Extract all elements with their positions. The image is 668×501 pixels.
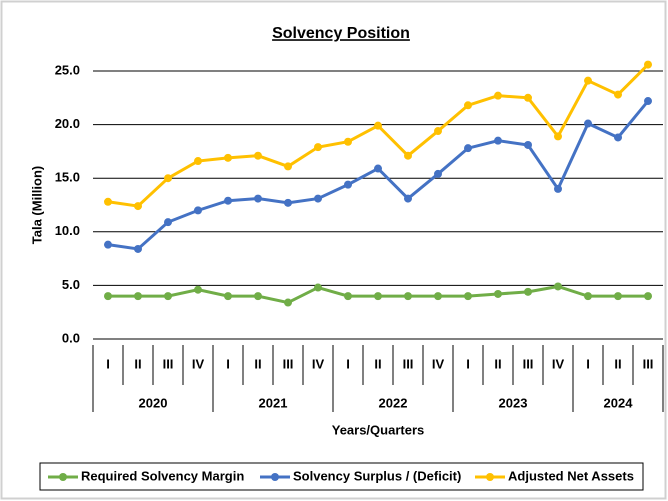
x-tick-label: I [346, 356, 350, 371]
legend-box [39, 462, 644, 491]
data-point [254, 194, 262, 203]
data-point [134, 202, 142, 211]
data-point [494, 136, 502, 145]
data-point [614, 90, 622, 99]
data-point [194, 206, 202, 215]
x-tick-label: I [586, 356, 590, 371]
data-point [644, 97, 652, 106]
x-tick-label: IV [192, 356, 205, 371]
x-tick-label: IV [312, 356, 325, 371]
x-tick-label: II [134, 356, 141, 371]
data-point [374, 164, 382, 173]
data-point [584, 292, 592, 301]
data-point [314, 283, 322, 292]
x-tick-label: II [614, 356, 621, 371]
y-tick-label: 15.0 [55, 170, 80, 185]
legend-label: Required Solvency Margin [81, 468, 244, 483]
data-point [554, 282, 562, 291]
data-point [164, 174, 172, 183]
data-point [584, 119, 592, 128]
data-point [494, 289, 502, 298]
x-tick-label: III [643, 356, 654, 371]
data-point [614, 133, 622, 142]
legend-marker [271, 473, 279, 481]
data-point [464, 292, 472, 301]
data-point [404, 194, 412, 203]
y-tick-label: 20.0 [55, 116, 80, 131]
x-tick-label: I [226, 356, 230, 371]
x-tick-label: II [494, 356, 501, 371]
data-point [374, 292, 382, 301]
data-point [434, 127, 442, 136]
data-point [374, 121, 382, 130]
data-point [164, 292, 172, 301]
data-point [614, 292, 622, 301]
data-point [254, 292, 262, 301]
data-point [404, 151, 412, 160]
chart-title: Solvency Position [272, 25, 410, 42]
year-label: 2020 [139, 395, 168, 410]
data-point [194, 157, 202, 166]
x-tick-label: IV [552, 356, 565, 371]
legend-marker [59, 473, 67, 481]
x-tick-label: II [374, 356, 381, 371]
data-point [404, 292, 412, 301]
year-label: 2022 [379, 395, 408, 410]
x-tick-label: III [163, 356, 174, 371]
year-label: 2024 [604, 395, 634, 410]
data-point [554, 184, 562, 193]
year-label: 2023 [499, 395, 528, 410]
x-tick-label: III [283, 356, 294, 371]
data-point [224, 196, 232, 205]
data-point [224, 153, 232, 162]
x-tick-label: III [523, 356, 534, 371]
data-point [644, 60, 652, 69]
data-point [194, 285, 202, 294]
data-point [284, 298, 292, 307]
x-tick-label: I [106, 356, 110, 371]
x-tick-label: III [403, 356, 414, 371]
y-tick-label: 0.0 [62, 330, 80, 345]
data-point [284, 198, 292, 207]
data-point [314, 143, 322, 152]
year-label: 2021 [259, 395, 288, 410]
data-point [104, 292, 112, 301]
x-tick-label: II [254, 356, 261, 371]
data-point [344, 292, 352, 301]
data-point [434, 292, 442, 301]
y-tick-label: 5.0 [62, 277, 80, 292]
data-point [344, 137, 352, 146]
data-point [524, 140, 532, 149]
data-point [344, 180, 352, 189]
data-point [494, 91, 502, 100]
data-point [104, 197, 112, 206]
data-point [524, 93, 532, 102]
data-point [464, 144, 472, 153]
data-point [164, 218, 172, 227]
data-point [284, 162, 292, 171]
data-point [554, 132, 562, 141]
x-axis-label: Years/Quarters [332, 422, 425, 437]
data-point [314, 194, 322, 203]
data-point [134, 292, 142, 301]
data-point [254, 151, 262, 160]
legend-marker [486, 473, 494, 481]
data-point [134, 244, 142, 253]
y-axis-label: Tala (Million) [29, 166, 44, 244]
data-point [464, 101, 472, 110]
data-point [524, 287, 532, 296]
data-point [224, 292, 232, 301]
legend-label: Adjusted Net Assets [508, 468, 634, 483]
data-point [584, 76, 592, 85]
data-point [104, 240, 112, 249]
data-point [434, 169, 442, 178]
y-tick-label: 10.0 [55, 223, 80, 238]
y-tick-label: 25.0 [55, 62, 80, 77]
data-point [644, 292, 652, 301]
x-tick-label: IV [432, 356, 445, 371]
x-tick-label: I [466, 356, 470, 371]
legend-label: Solvency Surplus / (Deficit) [293, 468, 461, 483]
